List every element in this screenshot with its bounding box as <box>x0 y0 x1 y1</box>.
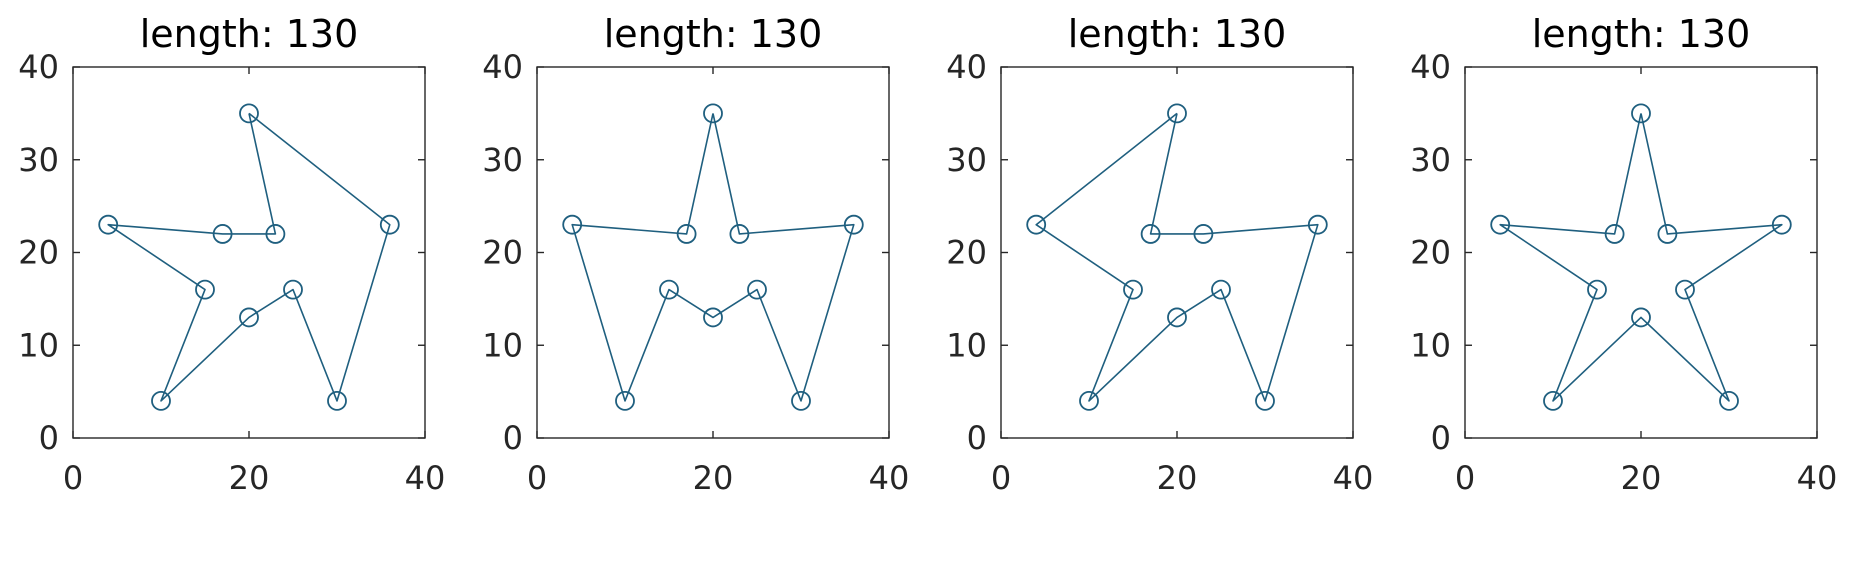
city-marker <box>1193 224 1214 244</box>
city-marker <box>1255 390 1275 411</box>
y-tick-label: 0 <box>503 419 523 457</box>
y-tick-label: 40 <box>1410 48 1451 86</box>
city-marker <box>1604 224 1625 244</box>
tour-line <box>107 112 391 402</box>
city-marker <box>843 214 864 235</box>
city-marker <box>1079 390 1099 411</box>
city-marker <box>1167 307 1187 328</box>
y-tick-label: 0 <box>967 419 987 457</box>
panel-3: length: 130 0 20 40 0 10 20 30 40 <box>946 12 1373 497</box>
city-marker <box>265 224 286 244</box>
x-tick-label: 40 <box>1797 459 1838 497</box>
plot-frame <box>1464 66 1818 439</box>
city-marker <box>703 307 723 328</box>
city-marker <box>283 279 303 300</box>
city-marker <box>1167 103 1187 124</box>
city-marker <box>1211 279 1231 300</box>
city-marker <box>1719 390 1739 411</box>
city-marker <box>1307 214 1328 235</box>
y-tick-label: 10 <box>946 326 987 364</box>
city-marker <box>1771 214 1792 235</box>
city-marker <box>1140 224 1161 244</box>
city-marker <box>1587 279 1607 300</box>
plot-frame <box>1000 66 1354 439</box>
y-tick-label: 10 <box>18 326 59 364</box>
panel-title: length: 130 <box>140 12 359 56</box>
city-marker <box>98 214 119 235</box>
x-tick-label: 20 <box>693 459 734 497</box>
city-marker <box>239 103 259 124</box>
x-tick-label: 40 <box>405 459 446 497</box>
x-tick-label: 0 <box>991 459 1011 497</box>
panel-4: length: 130 0 20 40 0 10 20 30 40 <box>1410 12 1837 497</box>
y-tick-label: 0 <box>1431 419 1451 457</box>
y-tick-label: 10 <box>1410 326 1451 364</box>
panel-title: length: 130 <box>604 12 823 56</box>
x-tick-label: 0 <box>527 459 547 497</box>
panel-2: length: 130 0 20 40 0 10 20 30 40 <box>482 12 909 497</box>
x-tick-label: 0 <box>1455 459 1475 497</box>
city-marker <box>659 279 679 300</box>
city-marker <box>791 390 811 411</box>
y-tick-label: 40 <box>482 48 523 86</box>
x-tick-label: 40 <box>1333 459 1374 497</box>
city-marker <box>1657 224 1678 244</box>
city-marker <box>151 390 171 411</box>
y-tick-label: 20 <box>482 234 523 272</box>
x-tick-label: 20 <box>229 459 270 497</box>
city-marker <box>1675 279 1695 300</box>
plot-frame <box>72 66 426 439</box>
panel-1: length: 130 0 20 40 0 10 20 30 40 <box>18 12 445 497</box>
city-marker <box>195 279 215 300</box>
tour-line <box>1499 113 1783 402</box>
y-tick-label: 40 <box>946 48 987 86</box>
x-tick-label: 20 <box>1621 459 1662 497</box>
panel-title: length: 130 <box>1532 12 1751 56</box>
city-marker <box>379 214 400 235</box>
tour-line <box>571 113 855 402</box>
y-tick-label: 30 <box>18 141 59 179</box>
y-tick-label: 30 <box>482 141 523 179</box>
city-marker <box>729 224 750 244</box>
city-marker <box>562 214 583 235</box>
y-tick-label: 30 <box>1410 141 1451 179</box>
y-tick-label: 20 <box>946 234 987 272</box>
x-tick-label: 0 <box>63 459 83 497</box>
city-marker <box>1026 214 1047 235</box>
x-tick-label: 40 <box>869 459 910 497</box>
city-marker <box>212 224 233 244</box>
city-marker <box>327 390 347 411</box>
city-marker <box>1631 307 1651 328</box>
y-tick-label: 0 <box>39 419 59 457</box>
city-marker <box>1631 103 1651 124</box>
panel-title: length: 130 <box>1068 12 1287 56</box>
city-marker <box>239 307 259 328</box>
y-tick-label: 30 <box>946 141 987 179</box>
y-tick-label: 10 <box>482 326 523 364</box>
city-marker <box>1543 390 1563 411</box>
y-tick-label: 20 <box>1410 234 1451 272</box>
city-marker <box>1490 214 1511 235</box>
city-marker <box>615 390 635 411</box>
tour-line <box>1035 112 1319 402</box>
city-marker <box>1123 279 1143 300</box>
y-tick-label: 20 <box>18 234 59 272</box>
city-marker <box>676 224 697 244</box>
city-marker <box>703 103 723 124</box>
y-tick-label: 40 <box>18 48 59 86</box>
city-marker <box>747 279 767 300</box>
x-tick-label: 20 <box>1157 459 1198 497</box>
